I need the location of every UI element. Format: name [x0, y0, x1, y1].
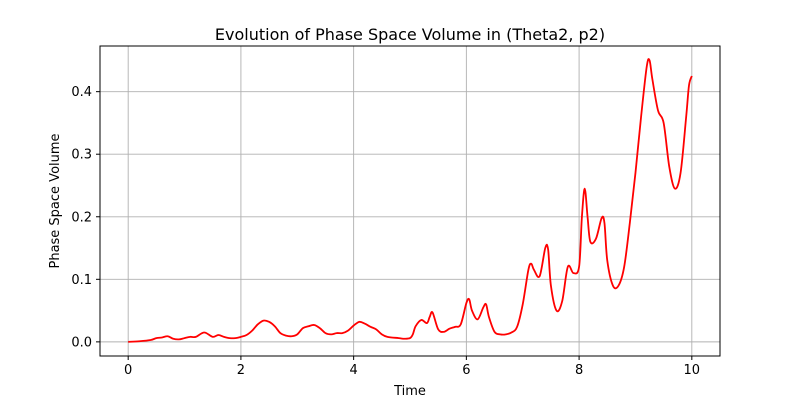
y-tick-label: 0.3 — [71, 148, 92, 163]
x-tick-label: 10 — [684, 363, 701, 378]
y-tick-label: 0.0 — [71, 335, 92, 350]
y-tick-label: 0.1 — [71, 273, 92, 288]
x-tick-label: 4 — [349, 363, 357, 378]
series-line — [128, 58, 693, 343]
series-group — [128, 58, 693, 343]
plot-frame — [99, 45, 721, 357]
y-axis-label: Phase Space Volume — [48, 133, 63, 268]
y-tick-label: 0.2 — [71, 210, 92, 225]
y-tick-label: 0.4 — [71, 85, 92, 100]
ticks: 0 2 4 6 8 10 0.0 0.1 0.2 0.3 0.4 — [71, 85, 700, 378]
x-tick-label: 8 — [575, 363, 583, 378]
x-tick-label: 6 — [462, 363, 470, 378]
x-tick-label: 0 — [124, 363, 132, 378]
x-tick-label: 2 — [237, 363, 245, 378]
x-axis-label: Time — [393, 384, 426, 399]
grid — [100, 46, 720, 356]
chart-title: Evolution of Phase Space Volume in (Thet… — [215, 25, 605, 44]
